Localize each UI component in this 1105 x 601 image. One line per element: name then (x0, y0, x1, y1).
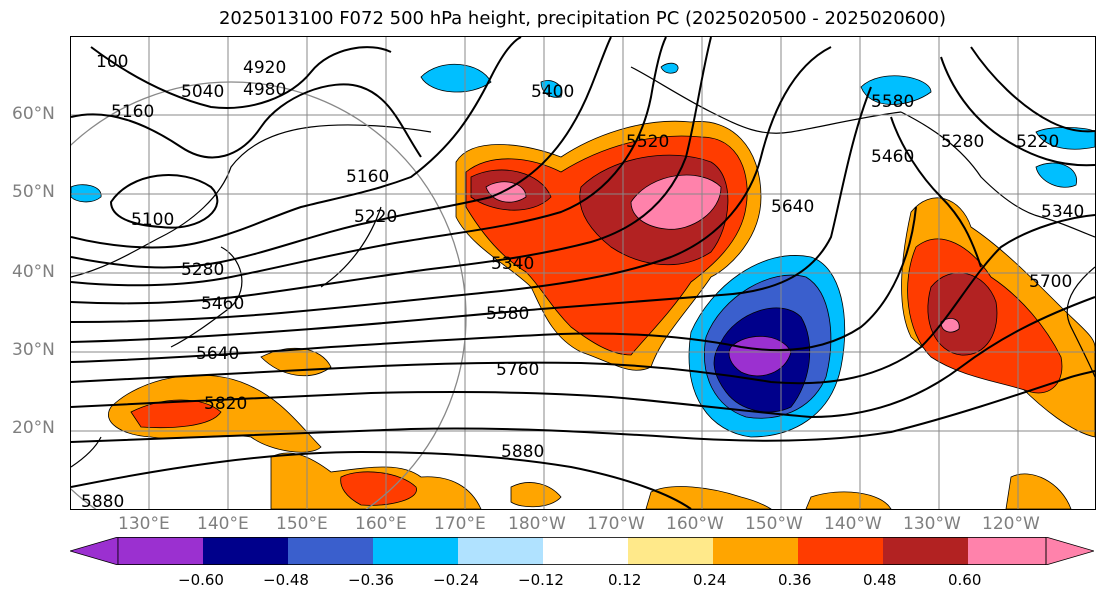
map-panel: 100 5040 4920 4980 5160 5400 5160 5220 5… (70, 36, 1096, 510)
contour-label: 5160 (346, 167, 389, 187)
lat-label: 60°N (12, 104, 55, 124)
lon-label: 130°E (118, 514, 170, 534)
contour-label: 5340 (1041, 202, 1084, 222)
contour-label: 5100 (131, 210, 174, 230)
contour-label: 5220 (1016, 132, 1059, 152)
colorbar-segment (1045, 537, 1094, 565)
lon-label: 120°W (982, 514, 1040, 534)
map-title: 2025013100 F072 500 hPa height, precipit… (218, 8, 947, 29)
contour-label: 5400 (531, 82, 574, 102)
lon-label: 170°E (434, 514, 486, 534)
lon-label: 140°W (824, 514, 882, 534)
contour-label: 5520 (626, 132, 669, 152)
contour-label: 5640 (771, 197, 814, 217)
contour-label: 5640 (196, 344, 239, 364)
lon-label: 130°W (903, 514, 961, 534)
colorbar (70, 537, 1094, 565)
lon-label: 160°E (355, 514, 407, 534)
colorbar-tick: −0.36 (348, 571, 394, 589)
colorbar-segment (70, 537, 119, 565)
contour-label: 5280 (181, 260, 224, 280)
colorbar-segment (883, 537, 968, 565)
contour-label: 5700 (1029, 272, 1072, 292)
colorbar-segment (373, 537, 458, 565)
colorbar-tick: −0.48 (263, 571, 309, 589)
contour-label: 5280 (941, 132, 984, 152)
contour-label: 4980 (243, 80, 286, 100)
lat-label: 50°N (12, 182, 55, 202)
colorbar-tick: 0.48 (863, 571, 897, 589)
contour-label: 5760 (496, 360, 539, 380)
lat-label: 30°N (12, 340, 55, 360)
contour-label: 5040 (181, 82, 224, 102)
colorbar-tick: 0.24 (693, 571, 727, 589)
contour-label: 5220 (354, 207, 397, 227)
lon-label: 160°W (666, 514, 724, 534)
colorbar-segment (458, 537, 543, 565)
precipitation-shading (71, 62, 1095, 509)
contour-label: 5820 (204, 394, 247, 414)
contour-label-group: 100 5040 4920 4980 5160 5400 5160 5220 5… (81, 52, 1084, 509)
contour-label: 5880 (81, 492, 124, 509)
colorbar-tick: 0.36 (778, 571, 812, 589)
range-circle (71, 81, 467, 509)
gridlines (71, 37, 1095, 509)
lon-label: 150°E (276, 514, 328, 534)
contour-label: 100 (96, 52, 128, 72)
colorbar-segment (968, 537, 1046, 565)
contour-label: 5460 (871, 147, 914, 167)
contour-label: 5160 (111, 102, 154, 122)
colorbar-segment (118, 537, 203, 565)
colorbar-tick: −0.24 (433, 571, 479, 589)
colorbar-tick: 0.60 (948, 571, 982, 589)
lon-label: 150°W (745, 514, 803, 534)
contour-label: 5340 (491, 254, 534, 274)
contour-label: 5880 (501, 442, 544, 462)
colorbar-segment (798, 537, 883, 565)
contour-label: 4920 (243, 58, 286, 78)
colorbar-segment (203, 537, 288, 565)
lon-label: 140°E (197, 514, 249, 534)
lat-label: 40°N (12, 262, 55, 282)
contour-label: 5460 (201, 294, 244, 314)
height-contours (71, 37, 1095, 509)
lat-label: 20°N (12, 418, 55, 438)
lon-label: 180°W (508, 514, 566, 534)
colorbar-segment (543, 537, 628, 565)
colorbar-segment (713, 537, 798, 565)
lon-label: 170°W (587, 514, 645, 534)
colorbar-tick: −0.12 (518, 571, 564, 589)
colorbar-segment (628, 537, 713, 565)
contour-label: 5580 (486, 304, 529, 324)
colorbar-segment (288, 537, 373, 565)
contour-label: 5580 (871, 92, 914, 112)
colorbar-tick: 0.12 (608, 571, 642, 589)
map-canvas: 100 5040 4920 4980 5160 5400 5160 5220 5… (71, 37, 1095, 509)
colorbar-tick: −0.60 (178, 571, 224, 589)
